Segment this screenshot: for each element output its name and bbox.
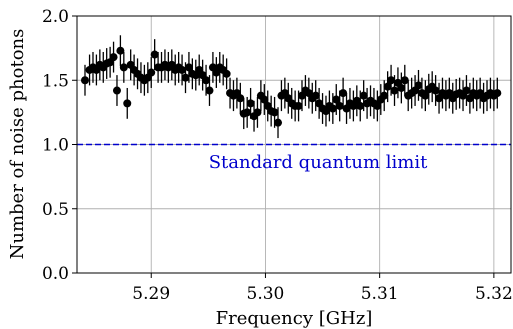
data-marker [270, 108, 279, 117]
data-marker [421, 91, 430, 100]
data-point [123, 87, 132, 119]
data-point [335, 90, 344, 122]
data-marker [243, 108, 252, 117]
data-point [112, 75, 121, 106]
data-points-layer [80, 35, 502, 139]
data-marker [112, 86, 121, 95]
data-point [253, 96, 262, 128]
x-tick-label: 5.29 [132, 284, 170, 304]
data-marker [202, 76, 211, 85]
data-marker [335, 101, 344, 110]
data-marker [462, 86, 471, 95]
data-point [339, 77, 348, 109]
data-point [184, 51, 193, 83]
data-marker [383, 82, 392, 91]
data-point [222, 58, 231, 90]
y-tick-label: 2.0 [42, 7, 69, 27]
data-point [178, 54, 187, 86]
data-marker [236, 94, 245, 103]
data-marker [205, 86, 214, 95]
data-marker [274, 118, 283, 127]
y-tick-label: 1.0 [42, 136, 69, 156]
x-axis-label: Frequency [GHz] [216, 308, 373, 329]
data-marker [147, 68, 156, 77]
data-marker [184, 63, 193, 72]
data-marker [119, 63, 128, 72]
data-marker [373, 101, 382, 110]
data-point [359, 80, 368, 112]
data-marker [181, 73, 190, 82]
data-marker [260, 95, 269, 104]
data-marker [150, 50, 159, 59]
data-point [246, 87, 255, 119]
data-marker [493, 89, 502, 98]
y-tick-label: 0.0 [42, 264, 69, 284]
data-marker [400, 76, 409, 85]
y-tick-label: 1.5 [42, 71, 69, 91]
data-point [493, 77, 502, 109]
data-point [260, 84, 269, 115]
data-marker [253, 108, 262, 117]
data-point [414, 69, 423, 101]
data-marker [431, 86, 440, 95]
data-marker [109, 53, 118, 62]
data-marker [311, 91, 320, 100]
data-marker [356, 101, 365, 110]
data-marker [414, 81, 423, 90]
data-marker [246, 99, 255, 108]
data-marker [380, 91, 389, 100]
data-marker [123, 99, 132, 108]
data-marker [328, 104, 337, 113]
data-marker [359, 91, 368, 100]
data-point [332, 84, 341, 115]
x-tick-label: 5.32 [475, 284, 513, 304]
data-marker [397, 83, 406, 92]
data-point [462, 75, 471, 106]
data-point [397, 72, 406, 104]
data-point [116, 35, 125, 67]
data-marker [178, 65, 187, 74]
data-marker [387, 76, 396, 85]
x-tick-label: 5.30 [247, 284, 285, 304]
data-point [383, 71, 392, 103]
data-marker [222, 69, 231, 78]
data-marker [80, 76, 89, 85]
reference-line-label: Standard quantum limit [209, 152, 428, 173]
data-point [80, 64, 89, 96]
data-point [311, 80, 320, 112]
data-point [236, 82, 245, 114]
y-axis-label: Number of noise photons [7, 29, 28, 260]
data-point [147, 57, 156, 88]
data-point [400, 64, 409, 96]
data-point [119, 51, 128, 83]
data-point [109, 41, 118, 73]
data-point [373, 90, 382, 122]
data-point [390, 75, 399, 106]
y-ticks: 0.0 0.5 1.0 1.5 2.0 [42, 7, 77, 284]
data-marker [390, 86, 399, 95]
data-marker [339, 89, 348, 98]
x-ticks: 5.29 5.30 5.31 5.32 [132, 273, 513, 304]
data-point [150, 39, 159, 70]
data-point [421, 80, 430, 112]
x-tick-label: 5.31 [361, 284, 399, 304]
data-marker [332, 95, 341, 104]
y-tick-label: 0.5 [42, 200, 69, 220]
data-marker [294, 101, 303, 110]
data-point [274, 107, 283, 139]
data-marker [116, 46, 125, 55]
data-point [205, 75, 214, 106]
data-point [431, 75, 440, 106]
